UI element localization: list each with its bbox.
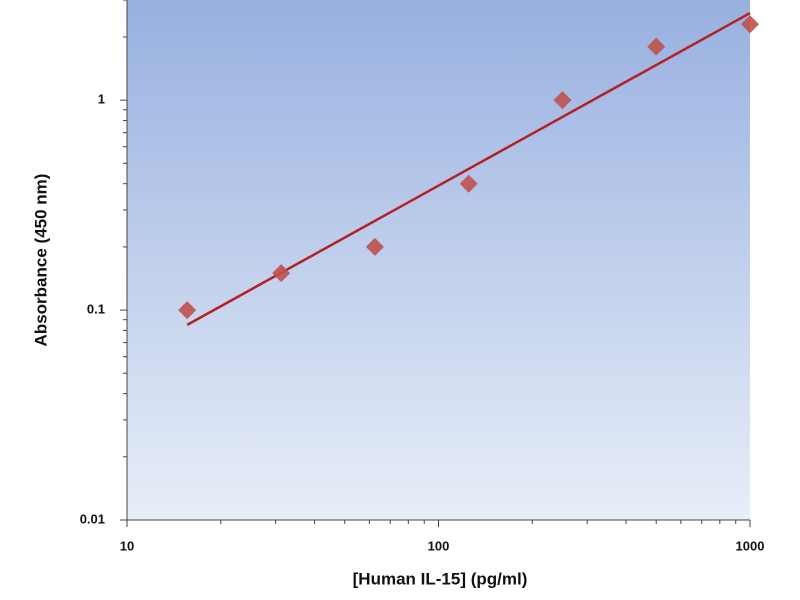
data-point: [647, 37, 666, 56]
data-point: [272, 264, 291, 283]
data-point: [365, 237, 384, 256]
y-tick-label: 1: [98, 92, 105, 107]
y-axis-title: Absorbance (450 nm): [31, 174, 50, 347]
data-point: [553, 91, 572, 110]
y-tick-label: 0.01: [80, 511, 105, 526]
x-axis-title: [Human IL-15] (pg/ml): [353, 569, 528, 588]
data-point: [459, 174, 478, 193]
data-point: [741, 15, 759, 34]
x-tick-label: 100: [428, 538, 450, 553]
data-point: [178, 301, 197, 320]
plot-area: [127, 0, 750, 520]
x-tick-label: 10: [120, 538, 134, 553]
x-tick-label: 1000: [736, 538, 765, 553]
y-tick-label: 0.1: [87, 302, 105, 317]
